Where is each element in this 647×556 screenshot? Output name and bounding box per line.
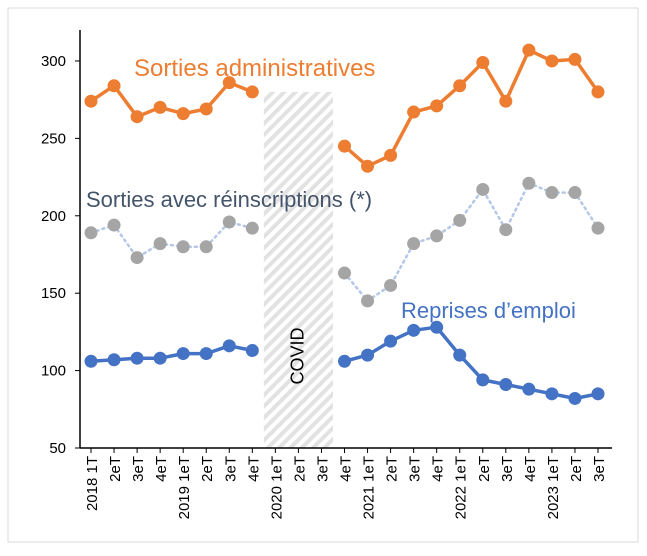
y-tick-label: 250 [41, 130, 66, 147]
x-tick-label: 2019 1eT [176, 456, 193, 519]
data-point [407, 105, 421, 119]
x-tick-label: 3eT [591, 456, 608, 482]
x-tick-label: 2eT [384, 456, 401, 482]
data-point [153, 100, 167, 114]
x-tick-label: 3eT [314, 456, 331, 482]
data-point [453, 79, 467, 93]
data-point [476, 56, 490, 70]
x-tick-label: 2021 1eT [361, 456, 378, 519]
data-point [153, 351, 167, 365]
data-point [568, 52, 582, 66]
x-tick-label: 2eT [107, 456, 124, 482]
data-point [591, 85, 605, 99]
y-tick-label: 200 [41, 208, 66, 225]
data-point [430, 320, 444, 334]
data-point [107, 218, 121, 232]
data-point [245, 221, 259, 235]
data-point [499, 223, 513, 237]
data-point [384, 334, 398, 348]
x-tick-label: 4eT [430, 456, 447, 482]
data-point [84, 226, 98, 240]
data-point [338, 139, 351, 153]
data-point [407, 237, 421, 251]
x-tick-label: 4eT [153, 456, 170, 482]
x-tick-label: 2020 1eT [268, 456, 285, 519]
data-point [407, 323, 421, 337]
data-point [84, 94, 98, 108]
series-label: Reprises d’emploi [401, 298, 576, 323]
data-point [568, 391, 582, 405]
data-point [430, 99, 444, 113]
data-point [176, 240, 190, 254]
x-tick-label: 4eT [338, 456, 355, 482]
data-point [476, 182, 490, 196]
data-point [153, 237, 167, 251]
x-tick-label: 3eT [222, 456, 239, 482]
data-point [107, 353, 121, 367]
data-point [245, 343, 259, 357]
x-tick-label: 4eT [522, 456, 539, 482]
x-tick-label: 2eT [568, 456, 585, 482]
x-tick-label: 2eT [291, 456, 308, 482]
data-point [384, 148, 398, 162]
data-point [499, 94, 513, 108]
y-tick-label: 300 [41, 53, 66, 70]
data-point [338, 354, 351, 368]
series-line [89, 220, 254, 259]
data-point [222, 339, 236, 353]
data-point [545, 186, 559, 200]
data-point [361, 294, 375, 308]
x-tick-label: 2eT [199, 456, 216, 482]
x-tick-label: 2018 1T [84, 456, 101, 511]
data-point [453, 213, 467, 227]
x-tick-label: 2eT [476, 456, 493, 482]
covid-label: COVID [287, 327, 307, 384]
data-point [522, 176, 536, 190]
data-point [430, 229, 444, 243]
data-point [176, 107, 190, 121]
y-tick-label: 50 [49, 440, 66, 457]
data-point [222, 76, 236, 90]
y-tick-label: 150 [41, 285, 66, 302]
data-point [361, 159, 375, 173]
data-point [545, 387, 559, 401]
data-point [453, 348, 467, 362]
data-point [545, 54, 559, 68]
series-label: Sorties avec réinscriptions (*) [86, 187, 372, 212]
y-tick-label: 100 [41, 363, 66, 380]
data-point [130, 251, 144, 265]
data-point [222, 215, 236, 229]
data-point [591, 387, 605, 401]
data-point [84, 354, 98, 368]
data-point [199, 347, 213, 361]
data-point [361, 348, 375, 362]
data-point [522, 43, 536, 57]
data-point [245, 85, 259, 99]
series-label: Sorties administratives [134, 55, 375, 82]
data-point [384, 278, 398, 292]
data-point [199, 240, 213, 254]
data-point [199, 102, 213, 116]
data-point [176, 347, 190, 361]
x-tick-label: 3eT [499, 456, 516, 482]
data-point [568, 186, 582, 200]
data-point [338, 266, 351, 280]
x-tick-label: 2022 1eT [453, 456, 470, 519]
x-tick-label: 4eT [245, 456, 262, 482]
covid-band [263, 91, 333, 448]
x-tick-label: 3eT [130, 456, 147, 482]
data-point [476, 373, 490, 387]
x-tick-label: 3eT [407, 456, 424, 482]
data-point [130, 110, 144, 124]
data-point [591, 221, 605, 235]
x-tick-label: 2023 1eT [545, 456, 562, 519]
data-point [130, 351, 144, 365]
data-point [499, 378, 513, 392]
data-point [107, 79, 121, 93]
data-point [522, 382, 536, 396]
